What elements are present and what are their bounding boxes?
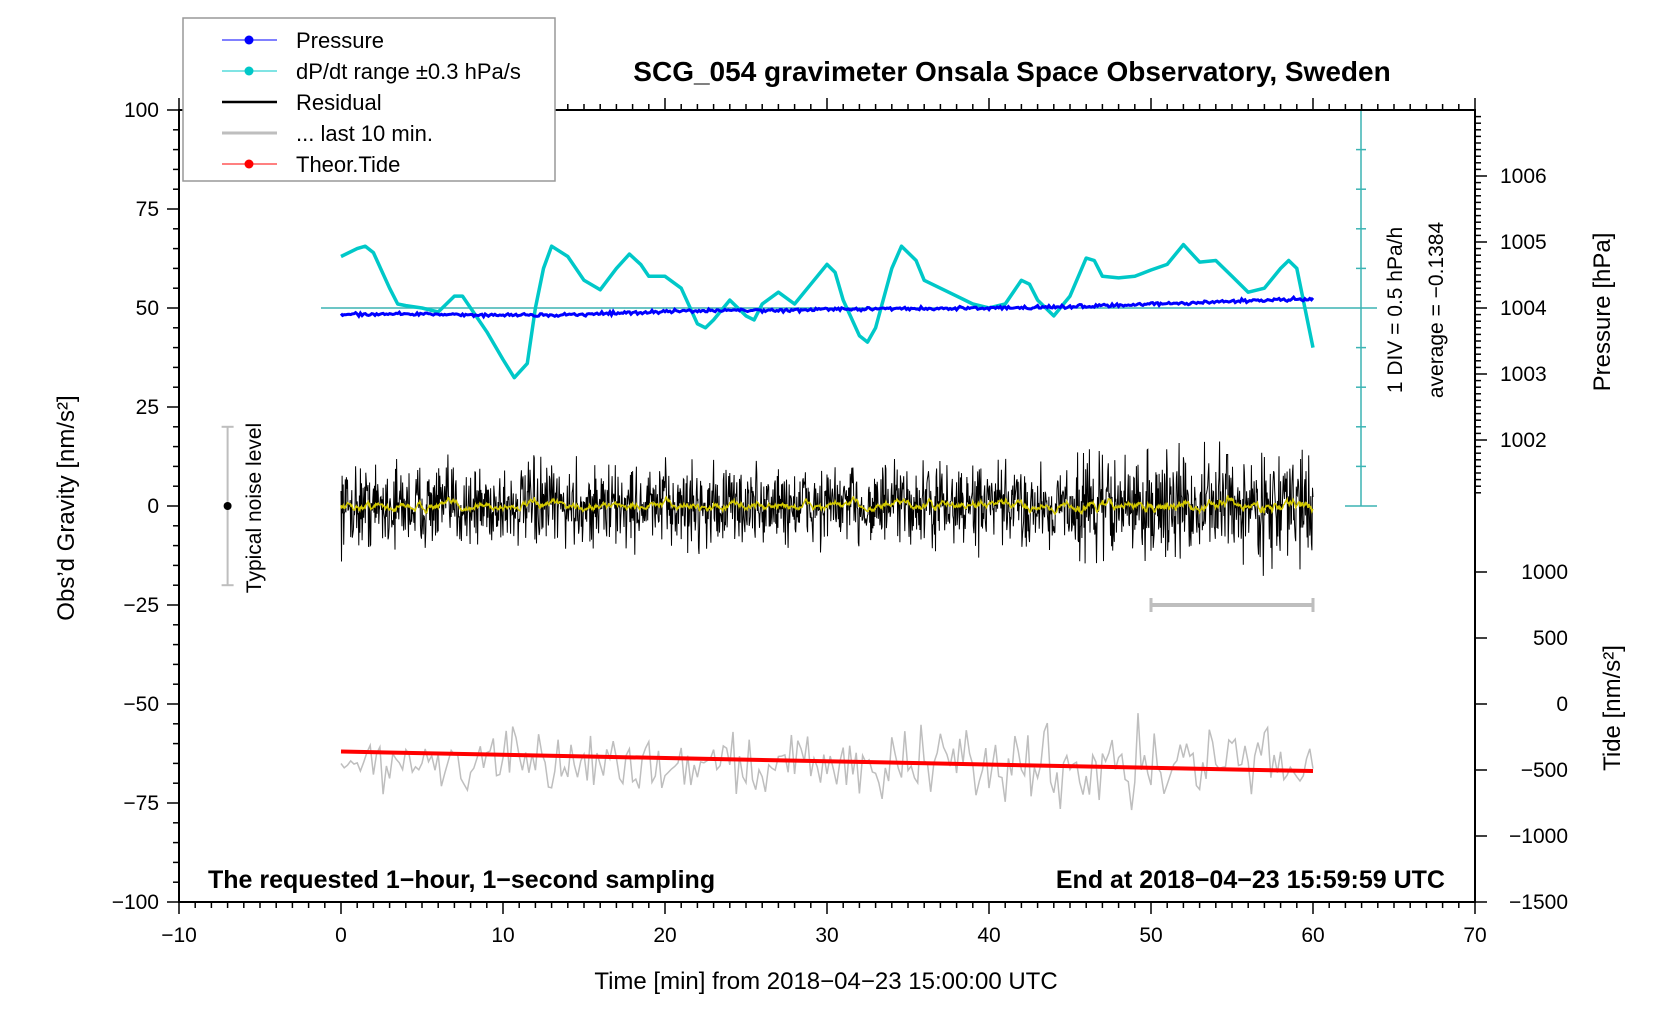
x-tick-label: 60 bbox=[1301, 924, 1324, 947]
x-tick-label: 50 bbox=[1139, 924, 1162, 947]
tide-tick-label: −500 bbox=[1521, 759, 1568, 782]
chart-title: SCG_054 gravimeter Onsala Space Observat… bbox=[633, 56, 1390, 87]
tide-tick-label: 500 bbox=[1533, 627, 1568, 650]
noise-level-marker bbox=[223, 502, 232, 510]
legend-label: Theor.Tide bbox=[296, 152, 400, 177]
pressure-tick-label: 1002 bbox=[1500, 429, 1547, 452]
legend-label: ... last 10 min. bbox=[296, 121, 433, 146]
x-tick-label: 10 bbox=[491, 924, 514, 947]
axes: −10 0 10 20 30 40 50 60 70−100−75−50−25025507510… bbox=[112, 98, 1568, 947]
x-tick-label: 40 bbox=[977, 924, 1000, 947]
legend-swatch-marker bbox=[244, 35, 254, 45]
y-axis-label-left: Obs’d Gravity [nm/s²] bbox=[53, 395, 80, 620]
pressure-tick-label: 1004 bbox=[1500, 297, 1547, 320]
y-tick-label: −50 bbox=[123, 693, 159, 716]
noise-level-label: Typical noise level bbox=[243, 423, 266, 593]
x-tick-label: −10 bbox=[161, 924, 197, 947]
y-tick-label: −25 bbox=[123, 594, 159, 617]
x-tick-label: 0 bbox=[335, 924, 347, 947]
residual-line bbox=[340, 441, 1314, 576]
y-tick-label: 75 bbox=[136, 198, 159, 221]
legend-label: dP/dt range ±0.3 hPa/s bbox=[296, 59, 521, 84]
tide-tick-label: −1500 bbox=[1509, 891, 1568, 914]
legend-label: Pressure bbox=[296, 28, 384, 53]
x-tick-label: 70 bbox=[1463, 924, 1486, 947]
pressure-tick-label: 1003 bbox=[1500, 363, 1547, 386]
legend-swatch-marker bbox=[244, 66, 254, 76]
y-tick-label: 0 bbox=[147, 495, 159, 518]
x-axis-label: Time [min] from 2018−04−23 15:00:00 UTC bbox=[594, 968, 1057, 995]
pressure-tick-label: 1005 bbox=[1500, 231, 1547, 254]
plot-marks bbox=[221, 109, 1377, 811]
annotation-end-time: End at 2018−04−23 15:59:59 UTC bbox=[1056, 866, 1445, 894]
tide-tick-label: 0 bbox=[1556, 693, 1568, 716]
dpdt-scale-label: 1 DIV = 0.5 hPa/h bbox=[1384, 227, 1407, 393]
residual-smoothed-line bbox=[340, 495, 1314, 516]
y-axis-label-tide: Tide [nm/s²] bbox=[1599, 645, 1626, 771]
dpdt-average-label: average = −0.1384 bbox=[1425, 222, 1448, 399]
tide-tick-label: 1000 bbox=[1521, 561, 1568, 584]
pressure-line bbox=[339, 294, 1315, 320]
dpdt-line bbox=[340, 242, 1315, 380]
legend-label: Residual bbox=[296, 90, 382, 115]
y-tick-label: 100 bbox=[124, 99, 159, 122]
y-tick-label: −100 bbox=[112, 891, 159, 914]
y-tick-label: 25 bbox=[136, 396, 159, 419]
x-tick-label: 30 bbox=[815, 924, 838, 947]
last-10-min-line bbox=[340, 713, 1314, 811]
y-axis-label-pressure: Pressure [hPa] bbox=[1589, 233, 1616, 392]
annotation-sampling: The requested 1−hour, 1−second sampling bbox=[208, 866, 715, 894]
tide-line bbox=[340, 749, 1314, 774]
y-tick-label: −75 bbox=[123, 792, 159, 815]
pressure-tick-label: 1006 bbox=[1500, 165, 1547, 188]
y-tick-label: 50 bbox=[136, 297, 159, 320]
tide-tick-label: −1000 bbox=[1509, 825, 1568, 848]
x-tick-label: 20 bbox=[653, 924, 676, 947]
legend-swatch-marker bbox=[244, 159, 254, 169]
legend-box bbox=[182, 17, 556, 182]
legend: Pressure dP/dt range ±0.3 hPa/s Residual..… bbox=[182, 17, 556, 182]
